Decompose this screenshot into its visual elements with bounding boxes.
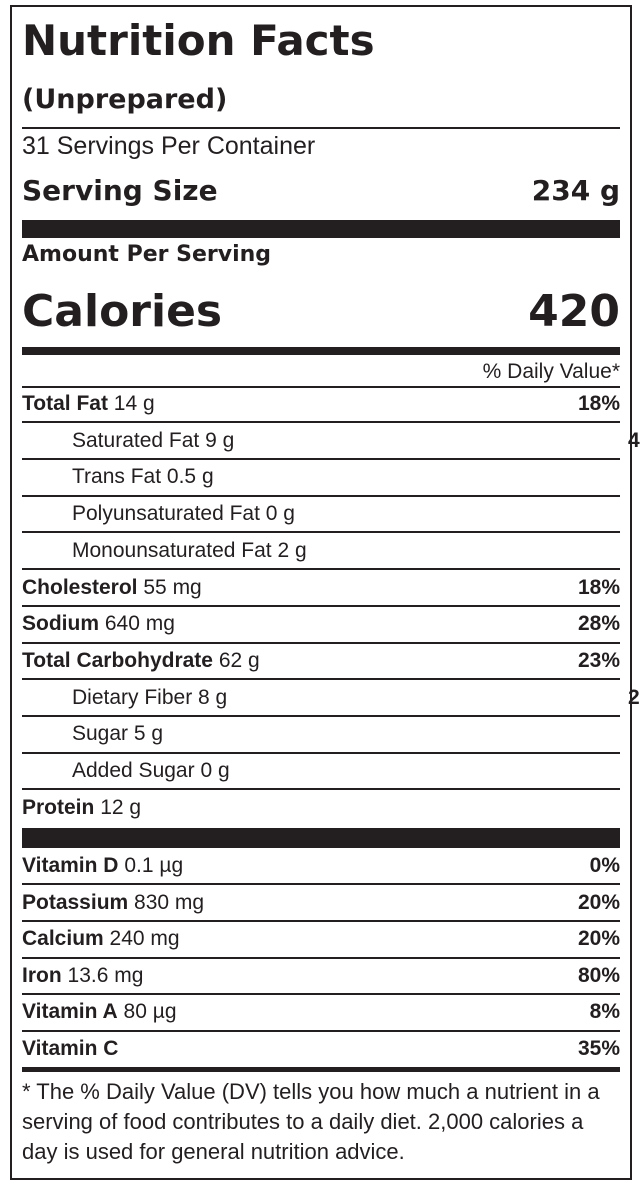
nutrient-row: Total Carbohydrate 62 g 23% [22,646,620,676]
nutrient-row: Vitamin D 0.1 µg 0% [22,851,620,881]
title: Nutrition Facts [22,16,375,65]
daily-value: 28% [577,612,620,636]
nutrient-amount: 80 µg [123,1000,177,1024]
nutrient-row: Dietary Fiber 8 g 29% [22,683,640,713]
footnote: * The % Daily Value (DV) tells you how m… [22,1079,600,1164]
nutrient-amount: 0 g [265,502,295,526]
medium-bar [22,347,620,355]
dv-header: % Daily Value* [482,360,620,383]
nutrient-row: Potassium 830 mg 20% [22,888,620,918]
rule [22,494,620,497]
daily-value: 35% [577,1037,620,1060]
nutrient-amount: 240 mg [109,927,180,951]
amount-per-serving: Amount Per Serving [22,242,272,267]
serving-size-label: Serving Size [22,174,218,207]
nutrient-name: Calcium [22,927,104,951]
nutrient-amount: 8 g [198,685,228,709]
nutrient-row: Cholesterol 55 mg 18% [22,573,620,603]
nutrient-name: Vitamin D [22,854,119,877]
calories-label: Calories [22,286,223,337]
nutrient-name: Sugar [72,722,129,746]
nutrient-name: Trans Fat [72,465,162,489]
rule [22,883,620,886]
daily-value: 18% [577,575,620,599]
nutrient-row: Vitamin C 35% [22,1034,620,1064]
nutrient-name: Vitamin C [22,1037,119,1060]
nutrient-name: Sodium [22,612,99,636]
nutrient-amount: 2 g [277,538,307,562]
rule [22,641,620,644]
label-border [10,5,632,1180]
nutrient-amount: 12 g [100,795,142,819]
rule [22,751,620,754]
rule [22,568,620,571]
nutrient-name: Iron [22,963,62,987]
nutrient-name: Monounsaturated Fat [72,538,272,562]
rule [22,956,620,959]
rule [22,1029,620,1032]
nutrient-name: Vitamin A [22,1000,118,1024]
nutrient-amount: 640 mg [104,612,175,636]
daily-value: 23% [577,648,620,672]
daily-value: 20% [577,927,620,951]
rule [22,788,620,791]
rule [22,458,620,461]
nutrient-row: Iron 13.6 mg 80% [22,961,620,991]
nutrient-row: Polyunsaturated Fat 0 g [22,499,640,529]
nutrient-row: Total Fat 14 g 18% [22,389,620,419]
nutrient-row: Sugar 5 g [22,719,640,749]
nutrient-amount: 0.5 g [166,465,214,489]
medium-bar [22,1067,620,1072]
nutrient-row: Vitamin A 80 µg 8% [22,997,620,1027]
rule [22,678,620,681]
rule [22,714,620,717]
nutrient-row: Saturated Fat 9 g 45% [22,426,640,456]
nutrient-amount: 830 mg [134,890,205,914]
thick-bar [22,220,620,238]
nutrient-name: Added Sugar [72,759,195,782]
rule [22,386,620,388]
daily-value: 8% [589,1000,620,1024]
nutrient-name: Protein [22,795,95,819]
nutrient-amount: 9 g [205,428,235,452]
rule [22,993,620,996]
nutrient-name: Total Fat [22,392,108,415]
calories-value: 420 [528,286,620,337]
subtitle: (Unprepared) [22,84,228,115]
nutrient-name: Cholesterol [22,575,138,599]
nutrient-amount: 55 mg [143,575,202,599]
nutrient-amount: 13.6 mg [67,963,144,987]
rule [22,421,620,424]
serving-size-value: 234 g [531,174,620,207]
nutrient-amount: 0.1 µg [124,854,184,877]
nutrient-row: Trans Fat 0.5 g [22,462,640,492]
daily-value: 18% [577,392,620,415]
nutrient-name: Polyunsaturated Fat [72,502,260,526]
nutrient-amount: 0 g [200,759,230,782]
nutrient-row: Monounsaturated Fat 2 g [22,536,640,566]
thick-bar [22,828,620,848]
servings: 31 Servings Per Container [22,132,316,160]
daily-value: 29% [627,685,640,709]
nutrient-name: Dietary Fiber [72,685,193,709]
nutrient-name: Potassium [22,890,129,914]
daily-value: 0% [589,854,620,877]
rule [22,127,620,129]
nutrient-amount: 14 g [113,392,155,415]
nutrient-row: Sodium 640 mg 28% [22,609,620,639]
nutrient-amount: 5 g [133,722,164,746]
nutrient-name: Saturated Fat [72,428,200,452]
rule [22,604,620,607]
nutrient-row: Protein 12 g [22,793,620,823]
daily-value: 20% [577,890,620,914]
nutrient-row: Calcium 240 mg 20% [22,924,620,954]
daily-value: 80% [577,963,620,987]
daily-value: 45% [627,428,640,452]
nutrient-amount: 62 g [218,648,260,672]
rule [22,919,620,922]
rule [22,531,620,534]
nutrient-name: Total Carbohydrate [22,648,213,672]
nutrient-row: Added Sugar 0 g0% [22,756,640,786]
